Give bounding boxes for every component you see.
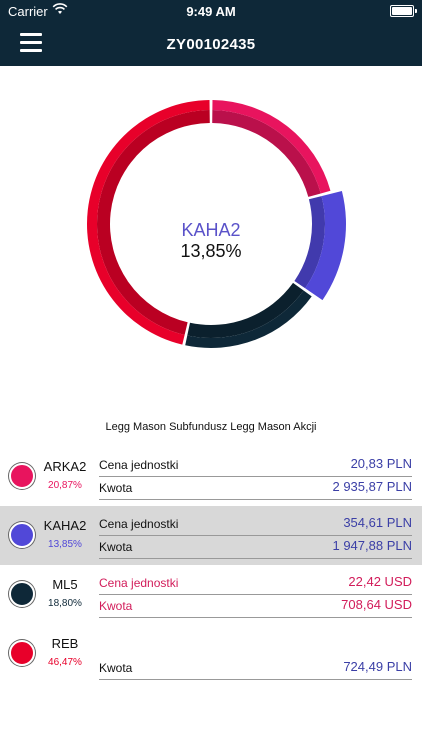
- fund-percent: 46,47%: [48, 657, 82, 668]
- amount-value: 1 947,88 PLN: [332, 538, 412, 553]
- unit-price-line: Cena jednostki 20,83 PLN: [99, 454, 412, 477]
- unit-price-label: Cena jednostki: [99, 517, 179, 531]
- amount-value: 708,64 USD: [341, 597, 412, 612]
- unit-price-line: Cena jednostki 22,42 USD: [99, 572, 412, 595]
- fund-percent: 20,87%: [48, 480, 82, 491]
- donut-slice-kaha2[interactable]: [294, 190, 346, 301]
- amount-label: Kwota: [99, 599, 133, 613]
- unit-price-value: 22,42 USD: [348, 574, 412, 589]
- fund-code: REB: [51, 636, 79, 651]
- amount-line: Kwota 2 935,87 PLN: [99, 477, 412, 500]
- donut-slice-inner-band: [96, 110, 210, 335]
- clock: 9:49 AM: [186, 4, 236, 19]
- donut-chart-svg: [86, 100, 346, 348]
- fund-code: KAHA2: [43, 518, 87, 533]
- amount-label: Kwota: [99, 481, 133, 495]
- amount-line: Kwota 724,49 PLN: [99, 657, 412, 680]
- amount-value: 724,49 PLN: [343, 659, 412, 674]
- amount-line: Kwota 1 947,88 PLN: [99, 536, 412, 559]
- selected-fund-code: KAHA2: [181, 220, 241, 240]
- donut-slice-outer-band: [185, 290, 312, 348]
- carrier-label: Carrier: [8, 4, 48, 19]
- donut-slice-outer-band: [305, 190, 346, 301]
- fund-percent: 18,80%: [48, 598, 82, 609]
- unit-price-value: 354,61 PLN: [343, 515, 412, 530]
- donut-slice-outer-band: [212, 100, 331, 194]
- unit-price-line: Cena jednostki 354,61 PLN: [99, 513, 412, 536]
- fund-code: ML5: [52, 577, 78, 592]
- selected-fund-percent: 13,85%: [180, 241, 242, 261]
- donut-slice-reb[interactable]: [86, 100, 210, 345]
- fund-color-dot: [9, 522, 35, 548]
- donut-chart: KAHA2 13,85%: [0, 66, 422, 411]
- fund-list: ARKA2 20,87% Cena jednostki 20,83 PLN Kw…: [0, 447, 422, 683]
- unit-price-label: Cena jednostki: [99, 576, 179, 590]
- fund-row-ml5[interactable]: ML5 18,80% Cena jednostki 22,42 USD Kwot…: [0, 565, 422, 624]
- fund-color-dot: [9, 640, 35, 666]
- status-bar: Carrier 9:49 AM: [0, 0, 422, 22]
- fund-code: ARKA2: [43, 459, 87, 474]
- fund-color-dot: [9, 581, 35, 607]
- fund-percent: 13,85%: [48, 539, 82, 550]
- navigation-bar: Carrier 9:49 AM ZY00102435: [0, 0, 422, 66]
- amount-label: Kwota: [99, 661, 133, 675]
- hamburger-menu-icon[interactable]: [20, 33, 42, 52]
- fund-row-reb[interactable]: REB 46,47% Kwota 724,49 PLN: [0, 624, 422, 683]
- amount-label: Kwota: [99, 540, 133, 554]
- donut-slice-inner-band: [212, 110, 321, 197]
- page-title: ZY00102435: [166, 36, 256, 53]
- battery-icon: [390, 5, 417, 17]
- fund-color-dot: [9, 463, 35, 489]
- unit-price-value: 20,83 PLN: [350, 456, 412, 471]
- fund-row-arka2[interactable]: ARKA2 20,87% Cena jednostki 20,83 PLN Kw…: [0, 447, 422, 506]
- donut-slice-ml5[interactable]: [185, 282, 312, 348]
- amount-value: 2 935,87 PLN: [332, 479, 412, 494]
- amount-line: Kwota 708,64 USD: [99, 595, 412, 618]
- donut-slice-inner-band: [294, 196, 325, 289]
- fund-name: Legg Mason Subfundusz Legg Mason Akcji: [105, 421, 317, 433]
- fund-row-kaha2[interactable]: KAHA2 13,85% Cena jednostki 354,61 PLN K…: [0, 506, 422, 565]
- unit-price-label: Cena jednostki: [99, 458, 179, 472]
- donut-slice-arka2[interactable]: [212, 100, 331, 197]
- donut-slice-inner-band: [187, 282, 304, 338]
- wifi-icon: [52, 3, 68, 18]
